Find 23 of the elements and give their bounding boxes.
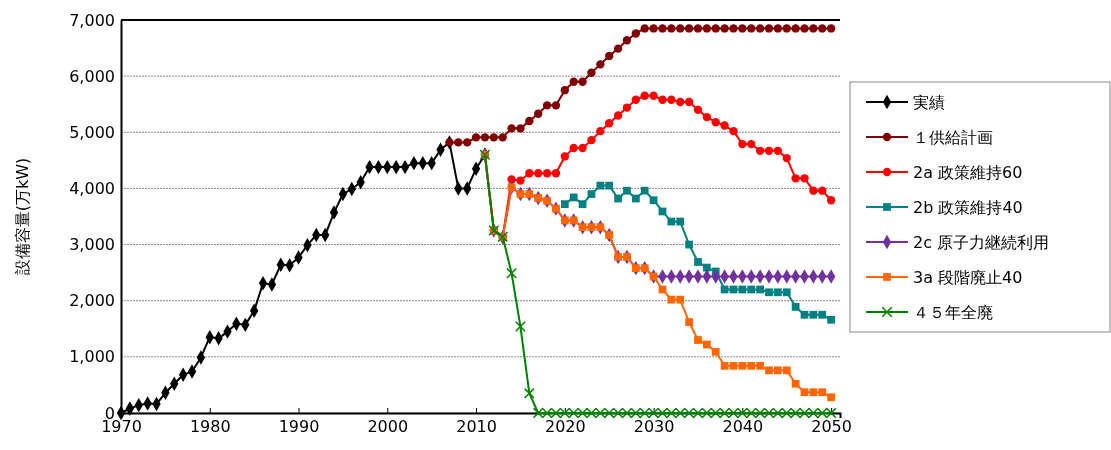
y-axis-title: 設備容量(万kW) (13, 157, 32, 276)
x-tick-label: 1980 (189, 417, 231, 437)
legend-label: 2b 政策維持40 (913, 198, 1023, 217)
y-tick-label: 7,000 (69, 10, 115, 30)
y-tick-label: 2,000 (69, 291, 115, 311)
x-tick-label: 2040 (722, 417, 764, 437)
legend-label: 3a 段階廃止40 (913, 268, 1023, 287)
x-tick-label: 2010 (456, 417, 497, 437)
x-tick-label: 2030 (633, 417, 675, 437)
legend-label: １供給計画 (913, 128, 993, 147)
y-tick-label: 1,000 (69, 347, 115, 367)
x-tick-label: 1990 (278, 417, 320, 437)
y-tick-label: 4,000 (69, 179, 115, 199)
y-tick-label: 6,000 (69, 66, 115, 86)
y-tick-label: 3,000 (69, 235, 115, 255)
x-tick-label: 2020 (544, 417, 586, 437)
y-tick-label: 5,000 (69, 122, 115, 142)
x-tick-label: 2050 (811, 417, 852, 437)
legend-label: 実績 (913, 93, 945, 112)
legend-label: ４５年全廃 (913, 303, 993, 322)
legend-label: 2a 政策維持60 (913, 163, 1023, 182)
x-tick-label: 2000 (367, 417, 409, 437)
legend-label: 2c 原子力継続利用 (913, 233, 1050, 252)
